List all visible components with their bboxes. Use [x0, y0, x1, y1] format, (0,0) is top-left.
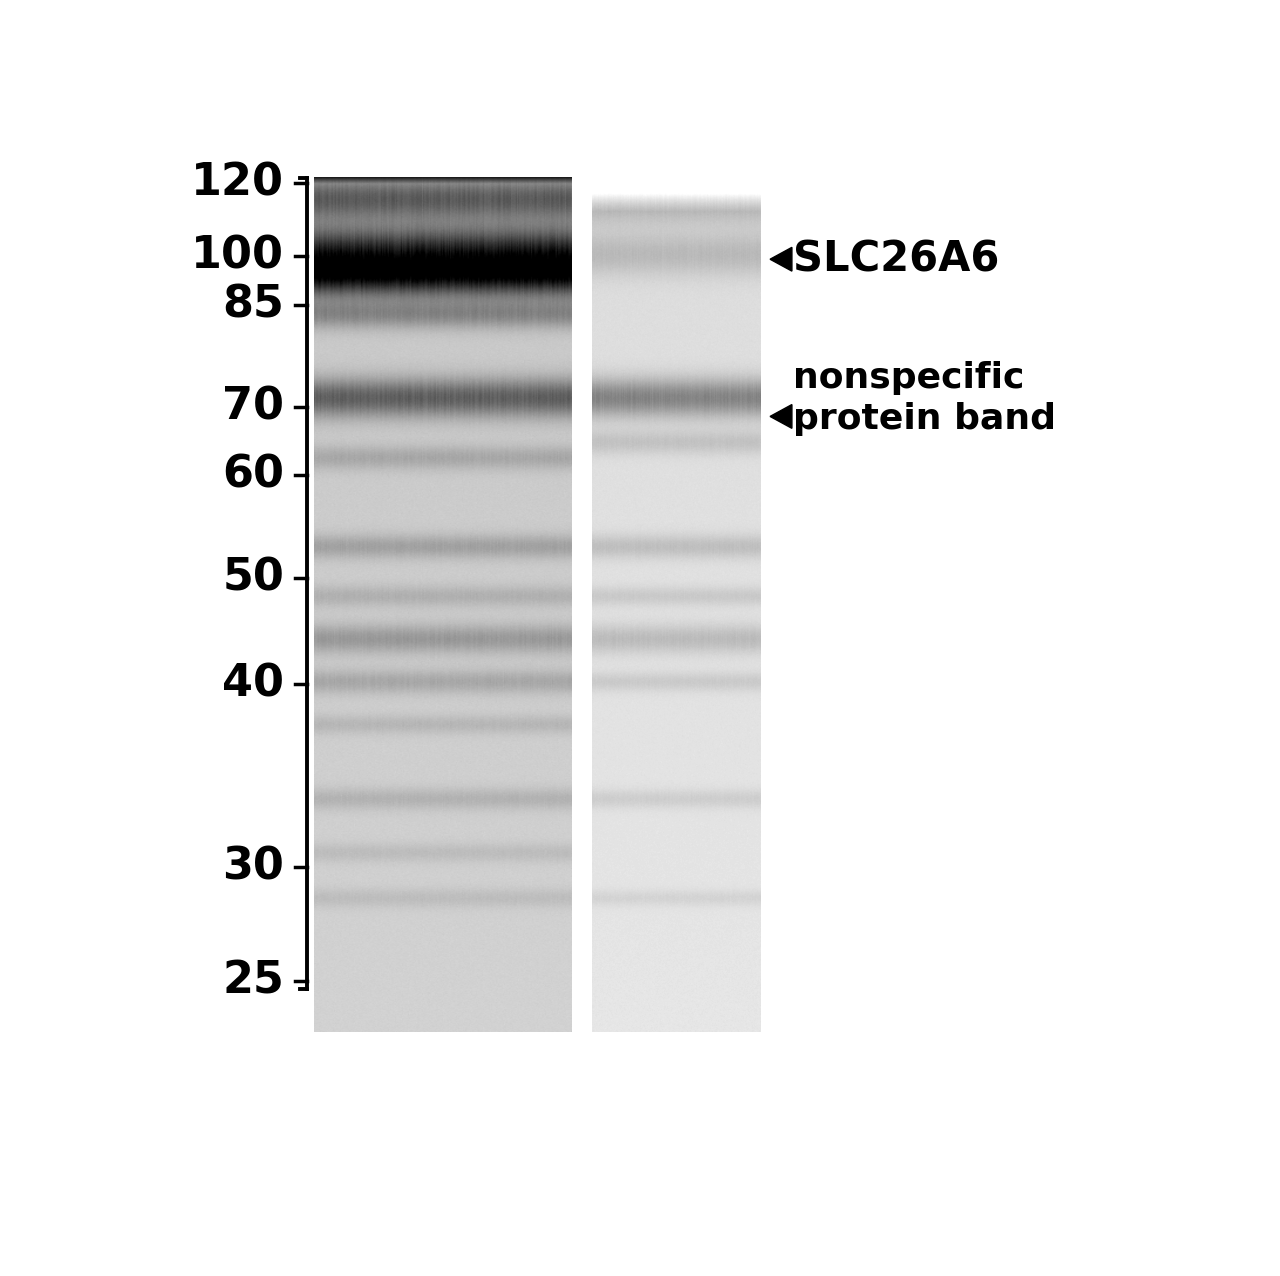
- Text: 120: 120: [191, 161, 284, 204]
- Polygon shape: [771, 404, 792, 429]
- Text: 40: 40: [221, 662, 284, 706]
- Text: 60: 60: [221, 454, 284, 496]
- Text: nonspecific
protein band: nonspecific protein band: [792, 361, 1056, 436]
- Text: 30: 30: [223, 846, 284, 889]
- Text: 100: 100: [191, 235, 284, 278]
- Text: 85: 85: [223, 285, 284, 327]
- Text: 70: 70: [221, 385, 284, 429]
- Text: SLC26A6: SLC26A6: [792, 239, 1000, 281]
- Text: 25: 25: [223, 960, 284, 1003]
- Text: 50: 50: [223, 556, 284, 598]
- Polygon shape: [771, 248, 792, 271]
